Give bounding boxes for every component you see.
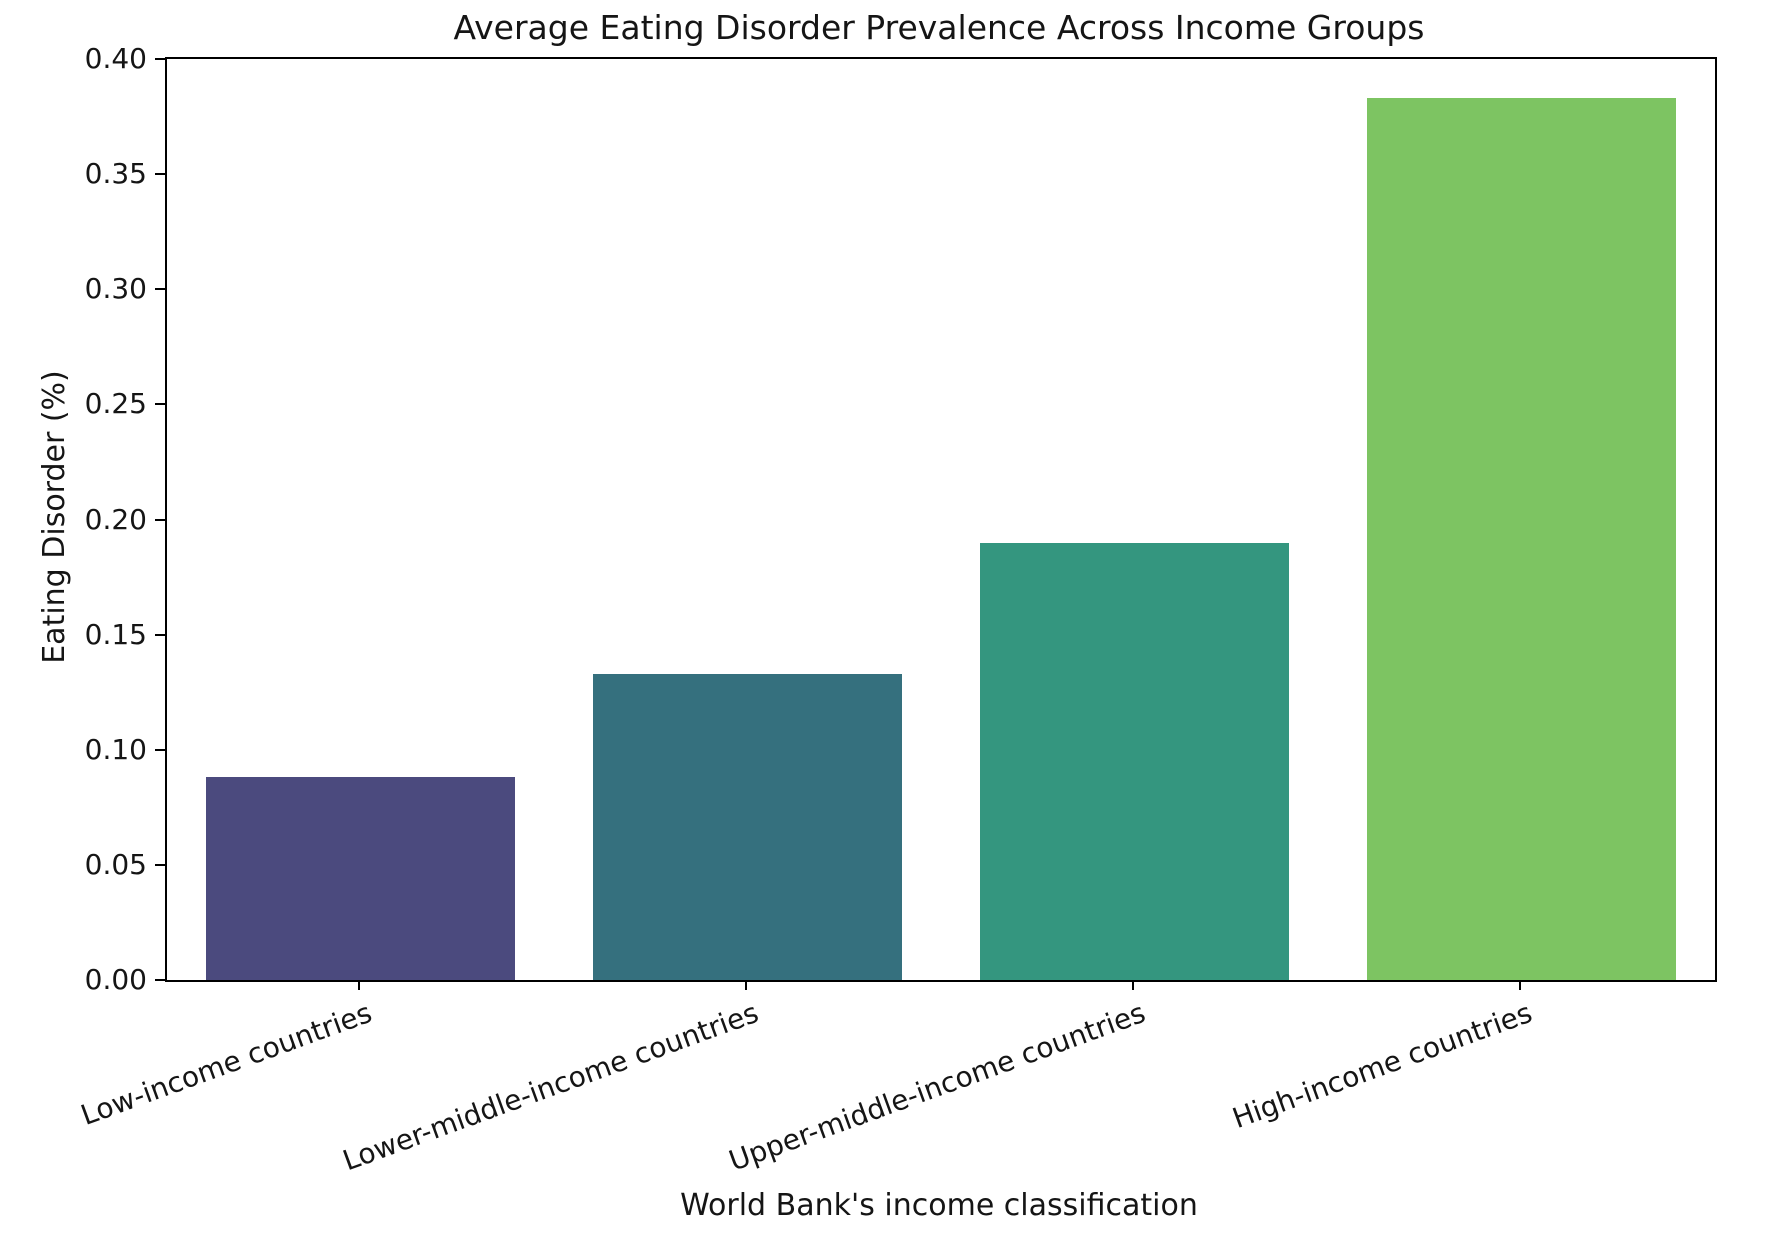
y-tick-mark (155, 863, 165, 866)
plot-area (165, 57, 1717, 982)
x-tick-label-high-income-countries: High-income countries (1228, 996, 1537, 1136)
y-tick-label: 0.20 (84, 502, 147, 536)
x-tick-mark (1518, 980, 1521, 990)
y-tick-label: 0.40 (84, 42, 147, 75)
y-tick-mark (155, 633, 165, 636)
y-tick-label: 0.30 (84, 272, 147, 306)
y-tick-mark (155, 979, 165, 981)
y-tick-label: 0.25 (84, 387, 147, 421)
x-tick-mark (744, 980, 747, 990)
bar-low-income-countries (205, 777, 516, 980)
bar-upper-middle-income-countries (979, 543, 1290, 980)
y-tick-label: 0.05 (84, 847, 147, 881)
x-axis-tick-labels: Low-income countries Lower-middle-income … (76, 980, 1713, 1190)
y-tick-mark (155, 173, 165, 176)
x-tick-label-upper-middle-income-countries: Upper-middle-income countries (724, 996, 1150, 1178)
x-tick-mark (357, 980, 360, 990)
bar-lower-middle-income-countries (592, 674, 903, 980)
y-tick-label: 0.10 (84, 732, 147, 766)
x-tick-label-low-income-countries: Low-income countries (76, 996, 376, 1132)
y-tick-label: 0.15 (84, 617, 147, 651)
x-tick-mark (1131, 980, 1134, 990)
y-tick-mark (155, 518, 165, 521)
y-tick-label: 0.35 (84, 157, 147, 191)
y-tick-label: 0.00 (84, 963, 147, 996)
y-tick-mark (155, 58, 165, 60)
x-axis-label: World Bank's income classification (680, 1188, 1198, 1223)
y-tick-mark (155, 403, 165, 406)
bar-high-income-countries (1366, 98, 1677, 980)
chart-title: Average Eating Disorder Prevalence Acros… (453, 8, 1425, 47)
x-tick-label-lower-middle-income-countries: Lower-middle-income countries (338, 996, 763, 1178)
y-tick-mark (155, 288, 165, 291)
y-tick-mark (155, 748, 165, 751)
